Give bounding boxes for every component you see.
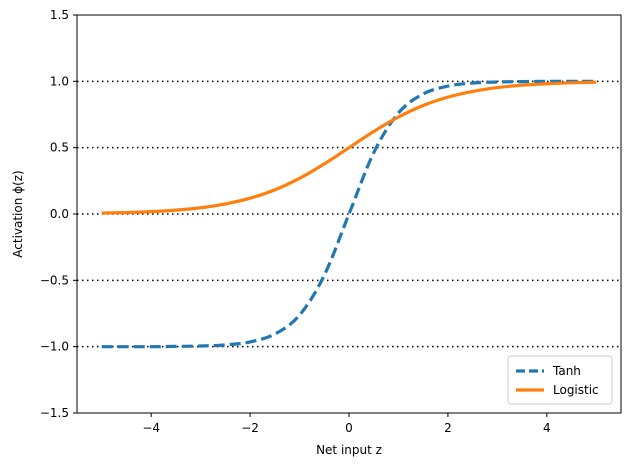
x-tick-label: −4 <box>142 421 160 435</box>
x-tick-label: 2 <box>444 421 452 435</box>
series-line-tanh <box>101 79 597 349</box>
y-tick-label: 1.0 <box>50 74 69 88</box>
y-tick-label: 0.0 <box>50 207 69 221</box>
y-tick-label: −1.0 <box>40 340 69 354</box>
hlines-layer <box>77 80 621 348</box>
x-tick-label: 0 <box>345 421 353 435</box>
legend-box <box>507 355 613 405</box>
series-layer <box>101 79 597 349</box>
series-line-logistic <box>101 80 597 215</box>
y-tick-label: −1.5 <box>40 406 69 420</box>
y-axis-ticks: −1.5 −1.0 −0.5 0.0 0.5 1.0 1.5 <box>40 8 77 420</box>
x-tick-label: −2 <box>241 421 259 435</box>
x-tick-label: 4 <box>543 421 551 435</box>
y-tick-label: 1.5 <box>50 8 69 22</box>
legend-label-logistic: Logistic <box>553 383 599 397</box>
legend-label-tanh: Tanh <box>552 364 581 378</box>
y-axis-label: Activation ϕ(z) <box>11 170 25 257</box>
plot-frame <box>76 14 622 414</box>
x-axis-ticks: −4 −2 0 2 4 <box>142 413 551 435</box>
legend: Tanh Logistic <box>507 355 613 405</box>
y-tick-label: 0.5 <box>50 141 69 155</box>
x-axis-label: Net input z <box>316 443 382 457</box>
y-tick-label: −0.5 <box>40 273 69 287</box>
